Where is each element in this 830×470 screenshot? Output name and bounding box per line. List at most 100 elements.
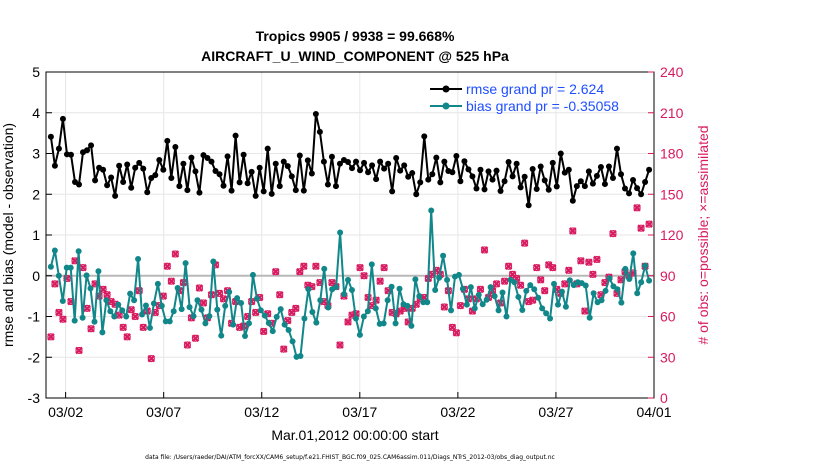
- obs-assimilated-point: [456, 301, 465, 310]
- obs-assimilated-point: [123, 333, 131, 341]
- right-tick-label: 210: [660, 105, 684, 121]
- y-axis-label-right: # of obs: o=possible; ×=assimilated: [695, 125, 711, 344]
- obs-possible-point: [565, 266, 573, 274]
- rmse-point: [320, 158, 327, 165]
- rmse-point: [373, 176, 380, 183]
- obs-assimilated-point: [312, 262, 320, 271]
- obs-possible-point: [244, 312, 252, 321]
- rmse-point: [120, 179, 127, 186]
- bias-point: [277, 306, 284, 313]
- rmse-point: [116, 162, 123, 169]
- bias-point: [226, 289, 233, 296]
- obs-assimilated-point: [103, 290, 111, 299]
- bias-point: [305, 286, 312, 293]
- obs-assimilated-point: [183, 341, 192, 349]
- rmse-point: [453, 152, 460, 159]
- rmse-point: [88, 142, 95, 149]
- obs-assimilated-point: [251, 308, 260, 317]
- obs-possible-point: [380, 264, 388, 272]
- rmse-point: [328, 153, 335, 160]
- obs-assimilated-point: [300, 262, 308, 271]
- rmse-point: [397, 167, 404, 174]
- bias-point: [412, 276, 419, 283]
- left-tick-label: -2: [28, 349, 41, 365]
- bias-point: [463, 301, 470, 308]
- rmse-point: [577, 178, 584, 185]
- obs-assimilated-point: [360, 271, 368, 280]
- obs-possible-point: [637, 224, 645, 232]
- obs-possible-point: [147, 355, 155, 363]
- obs-possible-point: [508, 270, 517, 278]
- rmse-point: [248, 168, 255, 175]
- rmse-point: [609, 174, 616, 181]
- bias-point: [111, 313, 118, 320]
- bias-point: [301, 315, 308, 322]
- bias-point: [337, 229, 344, 236]
- obs-possible-point: [328, 278, 336, 287]
- rmse-point: [272, 160, 279, 167]
- rmse-point: [413, 191, 420, 198]
- obs-assimilated-point: [147, 354, 156, 363]
- obs-possible-point: [344, 318, 352, 326]
- obs-assimilated-point: [191, 334, 200, 343]
- rmse-point: [300, 187, 307, 194]
- bias-point: [51, 247, 58, 254]
- rmse-point: [465, 166, 472, 173]
- bias-point: [242, 333, 249, 340]
- bias-point: [218, 332, 225, 339]
- bias-point: [622, 265, 629, 272]
- rmse-point: [477, 166, 484, 173]
- bias-point: [206, 313, 213, 320]
- bias-point: [535, 294, 542, 301]
- bias-point: [194, 297, 201, 304]
- bias-point: [83, 272, 90, 279]
- bias-point: [269, 328, 276, 335]
- bias-point: [360, 313, 367, 320]
- grid: [46, 71, 655, 399]
- x-tick-label: 03/07: [146, 404, 181, 420]
- bias-point: [562, 303, 569, 310]
- rmse-point: [626, 190, 633, 197]
- rmse-point: [212, 168, 219, 175]
- rmse-point: [417, 179, 424, 186]
- obs-possible-point: [561, 280, 569, 288]
- bias-point: [249, 271, 256, 278]
- bias-point: [384, 297, 391, 304]
- bias-point: [566, 277, 573, 284]
- left-tick-label: 3: [32, 146, 40, 162]
- rmse-point: [613, 145, 620, 152]
- obs-assimilated-point: [119, 323, 127, 332]
- rmse-point: [569, 197, 576, 204]
- obs-assimilated-point: [83, 304, 91, 313]
- bias-point: [590, 290, 597, 297]
- bias-point: [364, 308, 371, 315]
- rmse-point: [638, 191, 645, 198]
- obs-possible-point: [75, 346, 83, 355]
- bias-point: [142, 302, 149, 309]
- left-tick-label: 4: [32, 105, 40, 121]
- obs-possible-point: [191, 334, 200, 342]
- bias-point: [99, 329, 106, 336]
- bias-point: [261, 312, 268, 319]
- obs-possible-point: [589, 270, 597, 278]
- bias-point: [166, 318, 173, 325]
- bias-point: [317, 297, 324, 304]
- obs-assimilated-point: [520, 239, 529, 247]
- bias-point: [380, 320, 387, 327]
- obs-assimilated-point: [87, 324, 95, 333]
- obs-assimilated-point: [569, 227, 577, 235]
- rmse-point: [457, 178, 464, 185]
- obs-assimilated-point: [292, 304, 300, 313]
- bias-point: [519, 306, 526, 313]
- rmse-point: [308, 170, 315, 177]
- bias-point: [348, 287, 355, 294]
- rmse-point: [172, 143, 179, 150]
- bias-point: [511, 279, 518, 286]
- bias-point: [238, 300, 245, 307]
- bias-point: [230, 321, 237, 328]
- obs-possible-point: [312, 262, 320, 270]
- obs-possible-point: [549, 264, 557, 272]
- bias-point: [606, 275, 613, 282]
- obs-assimilated-point: [195, 284, 204, 292]
- bias-point: [59, 298, 66, 305]
